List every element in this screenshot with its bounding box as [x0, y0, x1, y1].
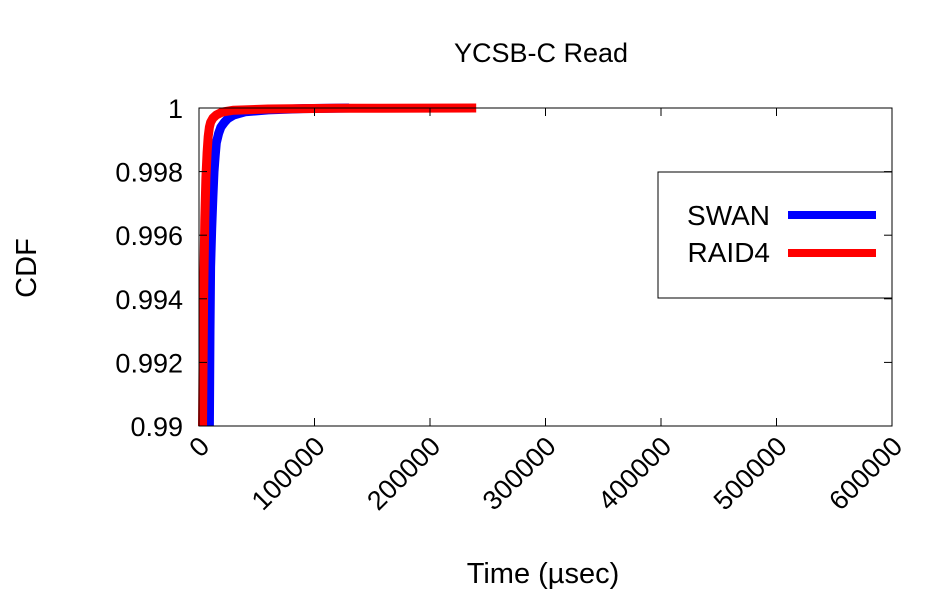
legend: SWAN RAID4: [657, 171, 893, 299]
legend-label-swan: SWAN: [687, 200, 770, 231]
y-tick-label: 0.992: [115, 348, 183, 378]
x-axis: 0 100000 200000 300000 400000 500000 600000: [183, 108, 908, 516]
y-tick-label: 0.998: [115, 158, 183, 188]
series-line-swan: [204, 103, 350, 427]
y-tick-label: 0.994: [115, 285, 183, 315]
legend-label-raid4: RAID4: [688, 237, 770, 268]
x-tick-label: 400000: [592, 431, 677, 516]
x-tick-label: 100000: [246, 431, 331, 516]
series-layer: [198, 103, 477, 427]
y-tick-label: 0.99: [130, 412, 183, 442]
x-tick-label: 0: [183, 431, 215, 463]
series-line-raid4: [198, 103, 477, 427]
x-tick-label: 300000: [477, 431, 562, 516]
chart-title: YCSB-C Read: [454, 38, 628, 68]
y-tick-label: 1: [168, 94, 183, 124]
plot-frame: [198, 107, 893, 427]
x-tick-label: 200000: [361, 431, 446, 516]
x-axis-label: Time (µsec): [467, 558, 620, 590]
y-tick-label: 0.996: [115, 221, 183, 251]
x-tick-label: 600000: [823, 431, 908, 516]
legend-box: [657, 171, 893, 299]
y-axis: 0.99 0.992 0.994 0.996 0.998 1: [115, 94, 892, 442]
x-tick-label: 500000: [708, 431, 793, 516]
y-axis-label: CDF: [11, 238, 43, 298]
